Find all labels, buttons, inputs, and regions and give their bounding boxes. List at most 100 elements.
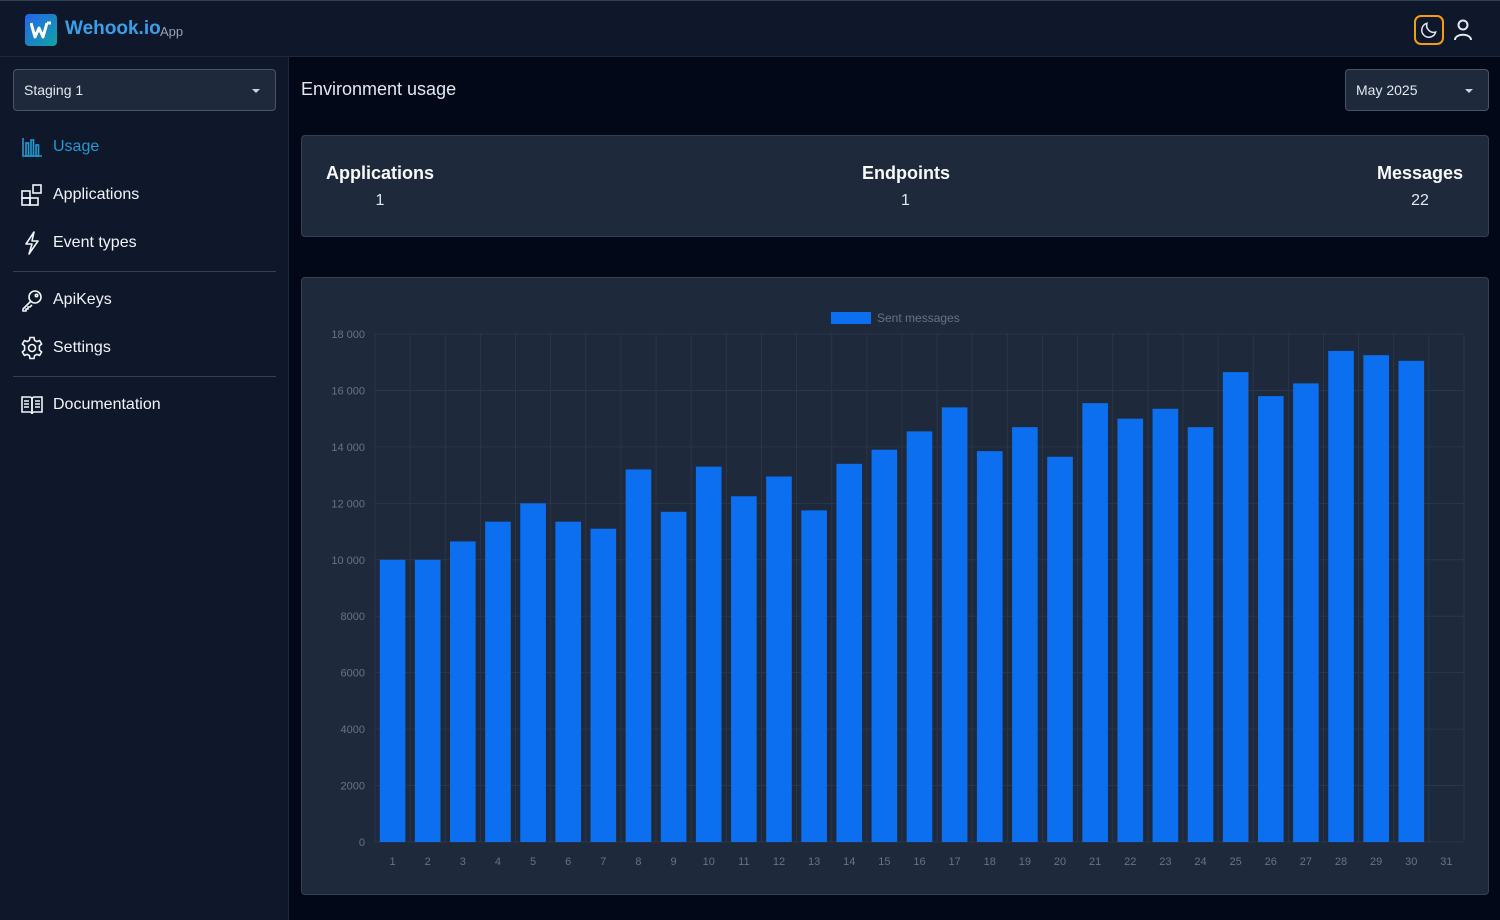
bar (590, 528, 617, 842)
bar (1152, 408, 1179, 842)
chevron-down-icon (1465, 89, 1473, 93)
bar (450, 541, 476, 842)
y-tick-label: 0 (359, 837, 365, 849)
x-tick-label: 20 (1054, 856, 1066, 868)
x-tick-label: 3 (460, 856, 466, 868)
top-bar: Wehook.io App (0, 0, 1500, 57)
bar (660, 511, 687, 842)
x-tick-label: 25 (1230, 856, 1242, 868)
bar (414, 559, 441, 842)
sidebar-item-documentation[interactable]: Documentation (20, 390, 276, 420)
x-tick-label: 5 (530, 856, 536, 868)
sidebar-item-apikeys[interactable]: ApiKeys (20, 285, 276, 315)
bar (1398, 360, 1425, 842)
sidebar-item-label: Event types (53, 234, 137, 251)
x-tick-label: 27 (1300, 856, 1312, 868)
user-button[interactable] (1451, 16, 1475, 44)
x-tick-label: 10 (703, 856, 715, 868)
bar (1012, 427, 1038, 842)
y-tick-label: 10 000 (331, 555, 365, 567)
bar (1082, 403, 1108, 842)
stat-label: Messages (1376, 163, 1464, 183)
y-tick-label: 16 000 (331, 385, 365, 397)
y-tick-label: 6000 (341, 668, 365, 680)
x-tick-label: 24 (1194, 856, 1206, 868)
stat-messages: Messages 22 (1376, 163, 1464, 210)
x-tick-label: 15 (878, 856, 890, 868)
y-tick-label: 12 000 (331, 498, 365, 510)
brand-suffix: App (160, 24, 184, 39)
stat-endpoints: Endpoints 1 (862, 163, 950, 210)
key-icon (20, 288, 44, 312)
environment-select[interactable]: Staging 1 (13, 69, 276, 111)
x-tick-label: 21 (1089, 856, 1101, 868)
chart-card: 0 2000 4000 6000 8000 10 000 12 000 14 000 16 00… (301, 277, 1489, 895)
chevron-down-icon (252, 89, 260, 93)
x-tick-label: 19 (1019, 856, 1031, 868)
legend-swatch (831, 312, 871, 324)
sidebar-item-event-types[interactable]: Event types (20, 228, 276, 258)
sidebar-divider (13, 376, 276, 377)
bar (379, 559, 406, 842)
x-tick-label: 11 (738, 856, 749, 868)
stat-label: Endpoints (862, 163, 950, 183)
y-tick-label: 4000 (341, 724, 365, 736)
y-tick-label: 18 000 (331, 329, 365, 341)
brand-name[interactable]: Wehook.io (65, 18, 161, 39)
bar (625, 469, 652, 842)
bar (941, 407, 968, 842)
bar (766, 476, 792, 842)
bar (555, 521, 582, 842)
x-tick-label: 17 (949, 856, 961, 868)
bar (801, 510, 827, 842)
x-tick-label: 14 (843, 856, 855, 868)
x-tick-label: 7 (600, 856, 606, 868)
x-tick-label: 30 (1405, 856, 1417, 868)
month-select[interactable]: May 2025 (1345, 69, 1489, 111)
month-select-value: May 2025 (1356, 82, 1418, 98)
stat-label: Applications (326, 163, 435, 183)
lightning-icon (20, 231, 44, 255)
environment-select-value: Staging 1 (24, 82, 84, 98)
y-tick-label: 8000 (341, 611, 365, 623)
bar (871, 449, 898, 842)
moon-icon (1421, 22, 1437, 38)
page-title: Environment usage (301, 79, 457, 99)
legend-label: Sent messages (877, 311, 960, 325)
bar (695, 466, 722, 842)
x-tick-label: 18 (984, 856, 996, 868)
sidebar-item-label: Documentation (53, 396, 161, 413)
bar (520, 503, 546, 842)
x-tick-label: 12 (773, 856, 785, 868)
bar (1328, 350, 1354, 842)
x-tick-label: 16 (913, 856, 925, 868)
user-icon (1454, 19, 1472, 41)
y-tick-label: 2000 (341, 781, 365, 793)
sidebar-item-applications[interactable]: Applications (20, 180, 276, 210)
theme-toggle-button[interactable] (1414, 15, 1444, 45)
x-tick-label: 1 (390, 856, 396, 868)
sidebar-item-settings[interactable]: Settings (20, 333, 276, 363)
x-tick-label: 26 (1265, 856, 1277, 868)
y-tick-label: 14 000 (331, 442, 365, 454)
bar (1222, 372, 1249, 842)
x-tick-label: 29 (1370, 856, 1382, 868)
gear-icon (20, 336, 44, 360)
bar (836, 463, 863, 842)
logo-icon[interactable] (25, 14, 57, 46)
sidebar-item-label: Settings (53, 339, 111, 356)
stat-value: 22 (1411, 192, 1429, 209)
bar (1293, 383, 1319, 842)
bar (485, 521, 511, 842)
x-tick-label: 31 (1440, 856, 1452, 868)
bar (906, 431, 933, 842)
sidebar-item-usage[interactable]: Usage (20, 132, 276, 162)
book-icon (20, 393, 44, 417)
stats-card (301, 135, 1489, 237)
bar (976, 451, 1003, 842)
x-tick-label: 28 (1335, 856, 1347, 868)
stat-value: 1 (901, 192, 910, 209)
stat-applications: Applications 1 (326, 163, 434, 210)
x-tick-label: 8 (635, 856, 641, 868)
bar (1047, 456, 1073, 842)
